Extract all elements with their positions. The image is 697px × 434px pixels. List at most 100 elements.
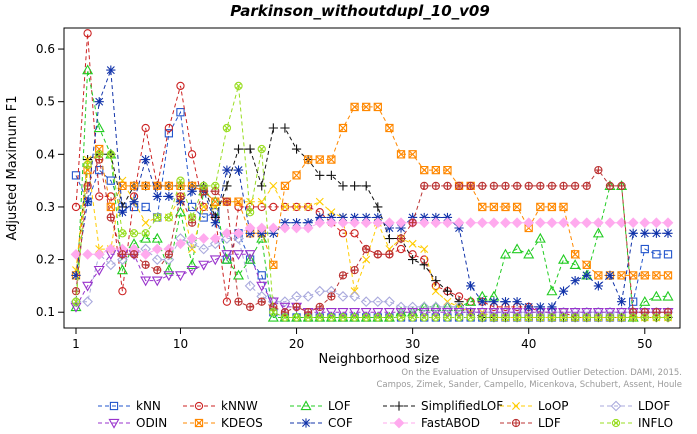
data-point — [163, 264, 175, 275]
data-point — [616, 308, 628, 318]
data-point — [582, 270, 592, 280]
data-point — [153, 181, 162, 191]
data-point — [292, 202, 301, 212]
data-point — [592, 227, 604, 238]
data-point — [232, 250, 245, 261]
series-line — [75, 159, 668, 318]
data-point — [304, 202, 313, 211]
series-line — [75, 69, 668, 308]
data-point — [82, 64, 94, 75]
legend: kNN kNNW LOF SimplifiedLOF LoOP LDOF ODIN KDEOS… — [98, 399, 673, 430]
x-tick-label: 1 — [72, 337, 80, 351]
data-point — [105, 243, 117, 255]
data-point — [129, 229, 139, 238]
x-tick-label: 30 — [405, 337, 420, 351]
data-point — [291, 144, 302, 154]
data-point — [651, 228, 661, 238]
data-point — [93, 248, 105, 260]
data-point — [395, 217, 407, 229]
data-point — [512, 202, 522, 212]
data-point — [268, 123, 278, 133]
data-point — [71, 287, 81, 296]
series-line — [75, 70, 668, 319]
data-point — [640, 271, 649, 280]
data-point — [267, 311, 279, 322]
data-point — [499, 308, 512, 318]
data-point — [292, 302, 301, 312]
data-point — [570, 250, 580, 259]
data-point — [257, 197, 266, 206]
data-point — [71, 297, 81, 306]
data-point — [534, 217, 546, 229]
data-point — [396, 244, 406, 254]
data-point — [267, 297, 279, 308]
data-point — [141, 123, 150, 133]
data-point — [652, 313, 661, 322]
data-point — [570, 181, 580, 191]
data-point — [164, 191, 174, 202]
data-point — [211, 181, 220, 191]
data-point — [83, 197, 93, 207]
data-point — [327, 292, 336, 301]
data-point — [82, 248, 93, 260]
data-point — [338, 271, 348, 280]
data-point — [501, 313, 510, 322]
data-point — [385, 250, 394, 259]
data-point — [639, 295, 651, 306]
data-point — [569, 308, 581, 318]
data-point — [291, 222, 302, 234]
data-point — [616, 297, 627, 307]
data-point — [546, 285, 558, 296]
data-point — [547, 181, 557, 191]
data-point — [488, 308, 500, 318]
data-point — [246, 197, 255, 206]
data-point — [209, 233, 221, 244]
data-point — [408, 254, 418, 265]
legend-label: KDEOS — [221, 416, 263, 430]
data-point — [360, 308, 372, 318]
data-point — [141, 218, 150, 227]
data-point — [83, 181, 92, 191]
data-point — [232, 269, 245, 280]
data-point — [360, 217, 372, 229]
legend-label: LDF — [538, 416, 561, 430]
series-fastabod — [70, 217, 674, 260]
data-point — [141, 260, 150, 269]
data-point — [221, 250, 233, 261]
data-point — [280, 123, 290, 133]
data-point — [592, 308, 604, 318]
data-point — [174, 206, 187, 217]
data-point — [164, 181, 174, 191]
data-point — [524, 313, 533, 322]
data-point — [500, 217, 511, 229]
data-point — [209, 255, 221, 266]
data-point — [394, 401, 404, 411]
data-point — [570, 313, 580, 322]
data-point — [478, 313, 487, 322]
data-point — [453, 301, 465, 312]
data-point — [430, 301, 442, 313]
data-point — [431, 181, 440, 191]
legend-label: LOF — [328, 399, 351, 413]
data-point — [384, 233, 395, 244]
data-point — [407, 301, 419, 313]
data-point — [257, 297, 266, 306]
data-point — [164, 123, 174, 133]
data-point — [314, 285, 326, 297]
data-point — [302, 222, 314, 234]
data-point — [663, 228, 673, 238]
data-point — [604, 308, 616, 318]
y-tick-label: 0.6 — [36, 42, 55, 56]
data-point — [453, 308, 465, 318]
legend-label: kNN — [136, 399, 161, 413]
data-point — [279, 222, 291, 234]
data-point — [652, 271, 661, 280]
legend-item-loop: LoOP — [500, 399, 569, 413]
data-point — [592, 217, 604, 229]
data-point — [256, 222, 268, 234]
data-point — [292, 171, 301, 180]
data-point — [559, 181, 568, 191]
data-point — [511, 418, 521, 428]
legend-item-knnw: kNNW — [183, 399, 258, 413]
data-point — [199, 181, 208, 191]
